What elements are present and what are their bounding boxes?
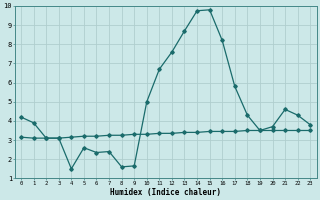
X-axis label: Humidex (Indice chaleur): Humidex (Indice chaleur) [110, 188, 221, 197]
